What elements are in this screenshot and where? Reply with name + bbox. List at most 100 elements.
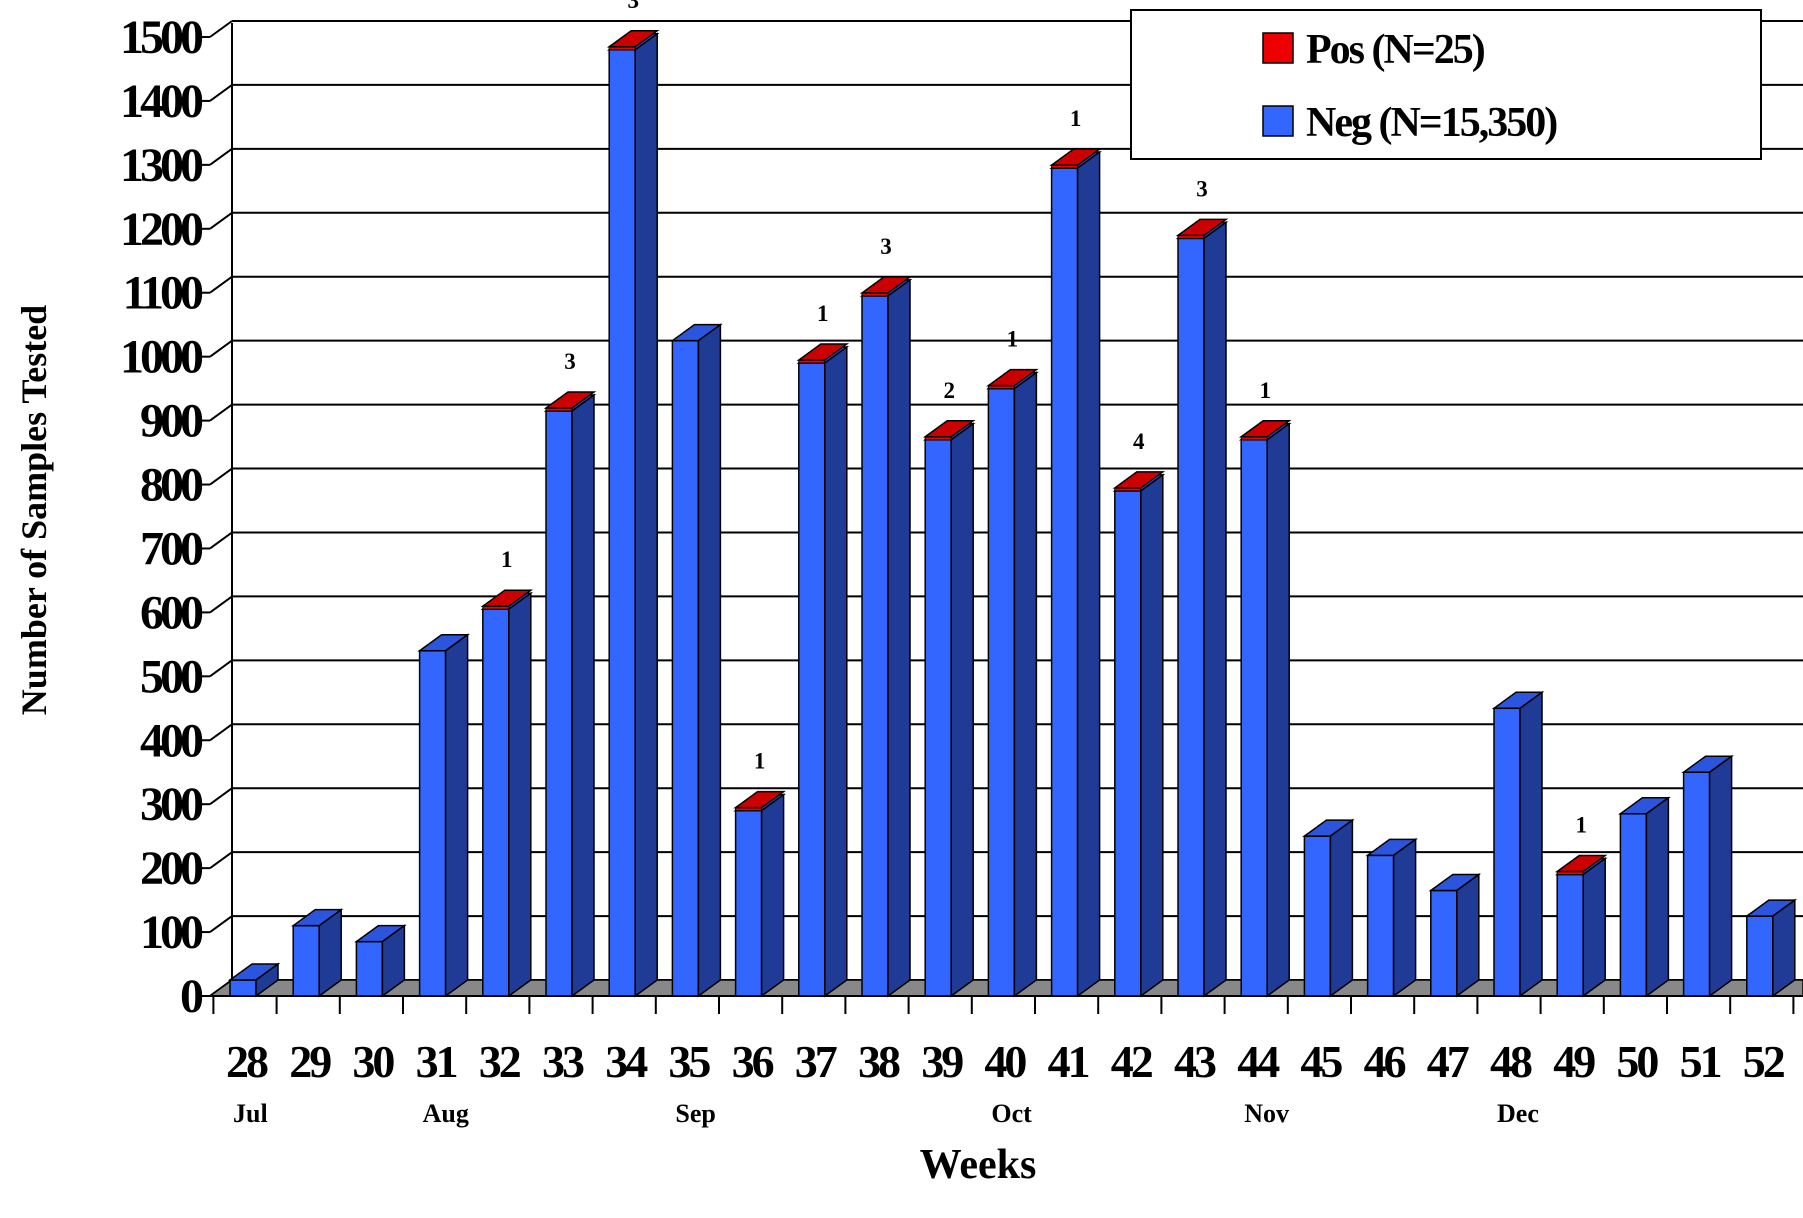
bar-neg-week-46: [1365, 837, 1418, 998]
gridline-side: [209, 595, 233, 614]
bar-neg-week-36-front: [734, 809, 763, 997]
gridline-side: [209, 20, 233, 38]
bar-neg-week-38: [859, 278, 913, 998]
bar-neg-week-49-front: [1556, 873, 1584, 997]
legend-box: [1130, 9, 1762, 160]
y-tick-label: 0: [180, 970, 203, 1023]
bar-neg-week-31-front: [418, 650, 447, 997]
bar-neg-week-30: [354, 924, 407, 998]
month-label: Dec: [1497, 1099, 1539, 1128]
y-tick-label: 400: [140, 714, 203, 767]
bar-neg-week-30-side: [381, 924, 406, 998]
month-label: Jul: [233, 1099, 268, 1128]
bar-pos-top-week-43: [1175, 218, 1229, 237]
bar-neg-week-36: [733, 793, 786, 998]
bar-neg-week-38-side: [887, 278, 911, 998]
bar-pos-top-week-34: [606, 30, 660, 48]
bar-neg-week-30-front: [355, 940, 384, 997]
month-label: Oct: [991, 1099, 1032, 1128]
bar-neg-week-37-side: [824, 345, 848, 998]
gridline-side: [209, 84, 233, 102]
data-label: 3: [627, 0, 639, 13]
bar-pos-top-week-32: [480, 589, 534, 607]
bar-neg-week-39: [922, 422, 976, 998]
month-label: Aug: [423, 1099, 469, 1128]
gridline-side: [209, 467, 233, 486]
legend: Pos (N=25) Neg (N=15,350): [1130, 9, 1762, 160]
bar-neg-week-40-side: [1013, 371, 1038, 998]
data-label: 1: [1259, 378, 1271, 403]
bar-neg-week-46-front: [1366, 854, 1395, 997]
bar-pos-top-week-42: [1112, 471, 1166, 489]
x-tick-label: 34: [605, 1036, 648, 1087]
bar-neg-week-37: [796, 345, 850, 998]
y-tick-label: 800: [140, 459, 203, 512]
bar-neg-week-37-front: [798, 362, 826, 997]
bar-neg-week-40-front: [987, 387, 1016, 997]
labels-layer: 0 100 200 300 400 500 600 700 800 900 1000 1100 1200…: [120, 0, 1788, 1128]
bar-neg-week-32: [480, 591, 534, 998]
data-label: 1: [501, 547, 513, 572]
data-label: 3: [1196, 176, 1208, 201]
bar-neg-week-34-front: [608, 49, 636, 997]
gridline-side: [209, 659, 233, 678]
x-tick-label: 35: [668, 1036, 710, 1087]
bar-neg-week-29-side: [318, 908, 342, 998]
y-tick-label: 1500: [120, 11, 203, 64]
bar-neg-week-34: [606, 32, 660, 998]
bar-neg-week-47-side: [1456, 873, 1480, 998]
legend-label-neg: Neg (N=15,350): [1306, 100, 1557, 146]
bar-neg-week-38-front: [861, 295, 889, 997]
data-label: 1: [1007, 327, 1019, 352]
legend-swatch-neg: [1262, 105, 1294, 137]
x-tick-label: 42: [1111, 1036, 1153, 1087]
gridline-side: [209, 723, 233, 742]
bar-neg-week-28-front: [229, 979, 257, 997]
bar-pos-top-week-33: [543, 391, 597, 409]
x-tick-label: 44: [1237, 1036, 1280, 1087]
x-tick-label: 39: [921, 1036, 963, 1087]
bar-neg-week-50-front: [1619, 813, 1648, 997]
bar-neg-week-28-side: [255, 962, 279, 998]
bar-neg-week-48-side: [1519, 690, 1543, 998]
bars-layer: [227, 30, 1798, 998]
bar-neg-week-43: [1175, 220, 1229, 998]
x-tick-label: 47: [1427, 1036, 1469, 1087]
gridline-side: [209, 915, 233, 933]
x-tick-label: 40: [984, 1036, 1026, 1087]
bar-pos-top-week-38: [859, 276, 913, 294]
data-label: 1: [1070, 106, 1082, 131]
legend-label-pos: Pos (N=25): [1306, 27, 1485, 73]
gridline-side: [209, 787, 233, 806]
bar-neg-week-35-front: [671, 339, 700, 997]
gridline-side: [209, 403, 233, 422]
x-tick-label: 43: [1174, 1036, 1216, 1087]
bar-neg-week-47: [1428, 873, 1482, 998]
x-tick-label: 37: [795, 1036, 837, 1087]
bar-neg-week-42: [1112, 473, 1166, 998]
data-label: 3: [564, 349, 576, 374]
bar-neg-week-32-side: [508, 591, 532, 998]
month-label: Nov: [1244, 1099, 1289, 1128]
bar-neg-week-35-side: [697, 323, 722, 998]
bar-neg-week-44-front: [1240, 439, 1268, 997]
bar-neg-week-35: [670, 323, 723, 998]
bar-pos-top-week-36: [733, 790, 786, 809]
bar-neg-week-52-side: [1772, 898, 1796, 998]
bar-neg-week-47-front: [1430, 889, 1458, 997]
bar-neg-week-29-front: [292, 924, 320, 997]
bar-neg-week-50-side: [1645, 796, 1670, 998]
bar-neg-week-46-side: [1392, 837, 1417, 998]
bar-neg-week-48: [1491, 690, 1545, 998]
month-label: Sep: [675, 1099, 715, 1128]
x-tick-label: 33: [542, 1036, 584, 1087]
bar-neg-week-31-side: [444, 633, 469, 998]
bar-neg-week-34-side: [634, 32, 658, 998]
x-tick-label: 45: [1300, 1036, 1342, 1087]
bar-neg-week-36-side: [760, 793, 785, 998]
y-tick-label: 1300: [120, 139, 203, 192]
x-tick-label: 28: [226, 1036, 268, 1087]
y-tick-label: 1100: [123, 267, 203, 320]
bar-neg-week-49: [1554, 857, 1608, 998]
